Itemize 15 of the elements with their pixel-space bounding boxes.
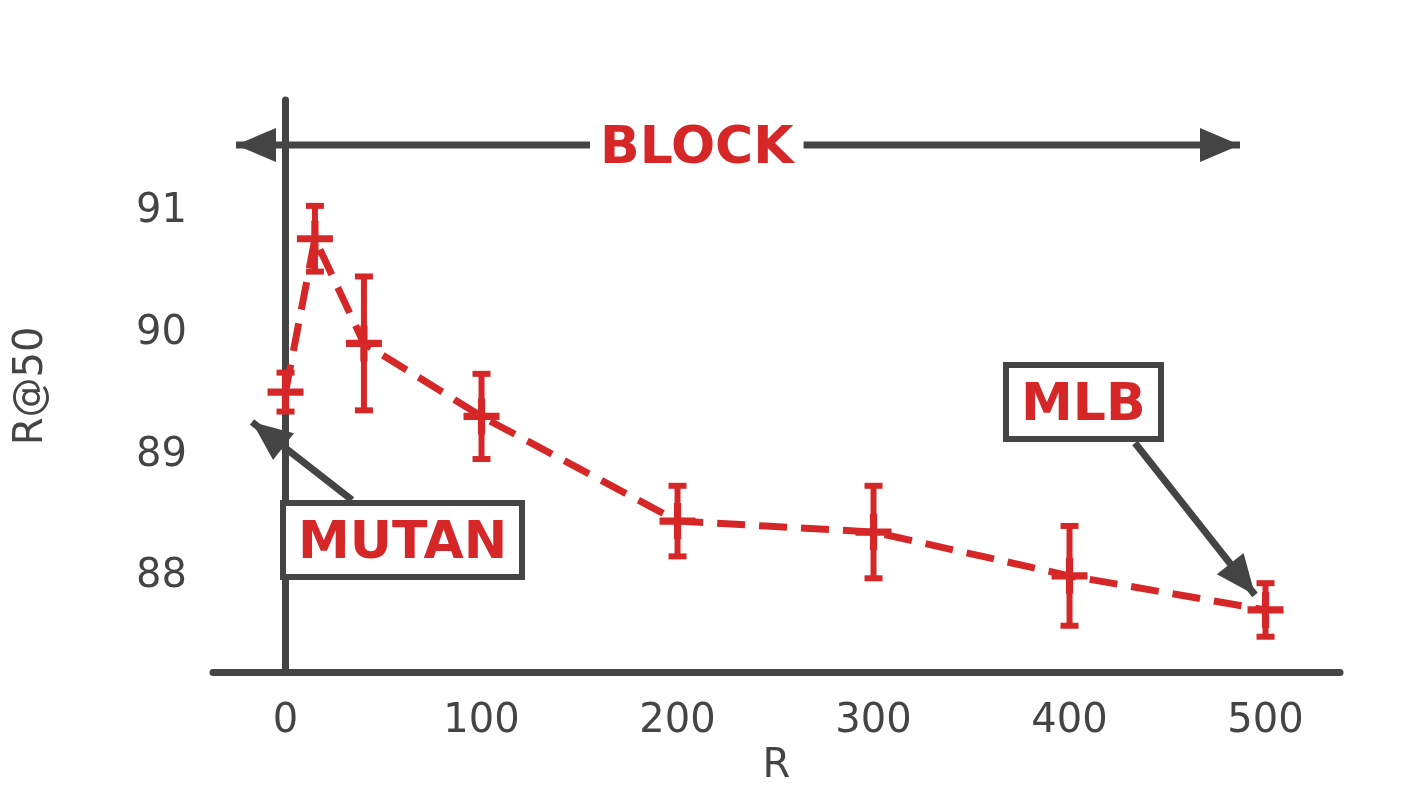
y-tick-label: 90 [136, 307, 187, 354]
x-tick-label: 0 [272, 695, 299, 741]
annotation: BLOCK [600, 115, 794, 175]
x-tick-label: 100 [443, 695, 520, 741]
x-tick-label: 500 [1227, 695, 1304, 741]
y-tick-label: 88 [136, 550, 187, 597]
y-tick-label: 89 [136, 428, 187, 475]
x-tick-label: 300 [835, 695, 912, 741]
annotation: MUTAN [280, 500, 526, 580]
x-axis-title: R [762, 739, 791, 786]
y-axis-title: R@50 [5, 326, 51, 446]
x-tick-label: 200 [639, 695, 716, 741]
x-tick-label: 400 [1031, 695, 1108, 741]
annotation: MLB [1003, 362, 1164, 442]
y-tick-label: 91 [136, 185, 187, 232]
